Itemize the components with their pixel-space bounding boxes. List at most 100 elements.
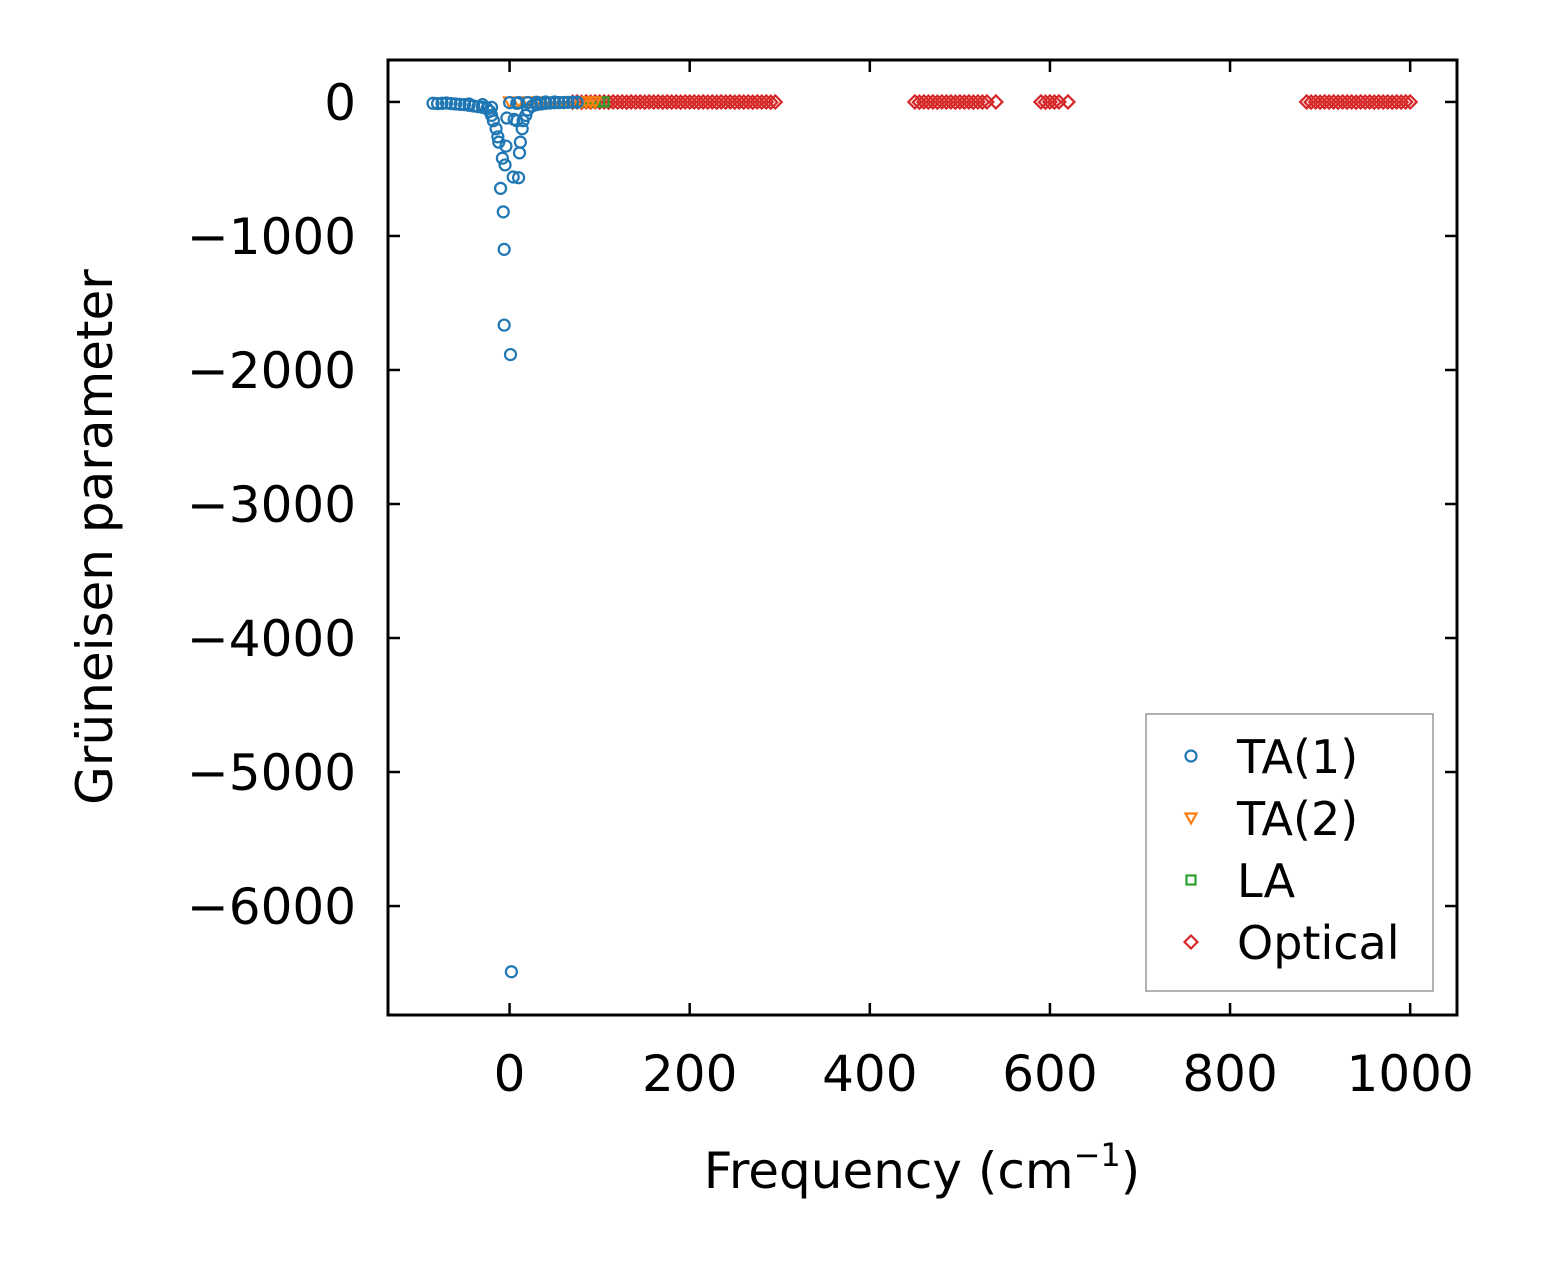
data-point-optical (1366, 94, 1383, 111)
data-point-optical (762, 94, 779, 111)
data-point-ta-1- (493, 181, 508, 195)
data-point-optical (1303, 94, 1320, 111)
data-point-optical (632, 93, 649, 111)
data-point-ta-1- (570, 95, 584, 109)
x-axis-label: Frequency (cm−1) (704, 1136, 1141, 1200)
data-point-optical (1393, 94, 1410, 111)
data-point-optical (1370, 93, 1387, 111)
data-point-optical (668, 93, 685, 111)
legend-item: TA(2) (1183, 792, 1358, 846)
data-point-ta-1- (453, 97, 467, 111)
legend-label: TA(1) (1236, 730, 1358, 784)
data-point-ta-1- (475, 98, 490, 112)
data-point-optical (1059, 93, 1077, 111)
data-point-ta-2- (587, 96, 603, 110)
data-point-optical (650, 93, 667, 111)
data-point-ta-1- (486, 114, 500, 128)
data-point-ta-1- (444, 96, 458, 111)
y-tick-label: 0 (324, 74, 356, 132)
x-tick-label: 600 (1002, 1045, 1097, 1103)
data-point-optical (636, 94, 653, 111)
data-point-optical (767, 93, 784, 111)
data-point-optical (699, 94, 716, 111)
data-point-ta-1- (510, 114, 524, 128)
data-point-optical (1307, 93, 1324, 111)
data-point-ta-1- (492, 135, 506, 149)
data-point-optical (740, 93, 757, 111)
data-point-optical (695, 93, 712, 111)
legend-marker-circle (1184, 749, 1198, 763)
y-tick-label: −2000 (187, 342, 356, 400)
y-tick-label: −6000 (187, 878, 356, 936)
data-point-ta-1- (435, 96, 449, 110)
x-tick-label: 0 (494, 1045, 526, 1103)
data-point-optical (659, 93, 676, 111)
data-point-ta-1- (506, 170, 520, 184)
data-point-optical (753, 94, 770, 111)
y-tick-label: −4000 (187, 610, 356, 668)
data-point-ta-1- (491, 130, 505, 144)
data-point-optical (686, 93, 703, 111)
data-point-optical (1375, 94, 1392, 111)
data-point-optical (951, 93, 968, 111)
data-point-optical (1037, 94, 1054, 111)
data-point-optical (1348, 94, 1365, 111)
data-point-optical (672, 94, 689, 111)
data-point-ta-1- (499, 139, 513, 153)
data-point-ta-1- (439, 96, 454, 110)
data-point-optical (708, 94, 725, 111)
data-point-optical (663, 94, 680, 111)
data-point-optical (929, 94, 946, 111)
data-point-optical (960, 93, 977, 111)
x-tick-label: 200 (642, 1045, 737, 1103)
data-point-optical (987, 93, 1004, 111)
data-point-ta-1- (504, 965, 518, 979)
data-point-optical (956, 94, 973, 111)
data-point-ta-1- (462, 97, 476, 111)
axis-ticks: 0 200 400 600 800 1000 0 −1000 −2000 −3000 −4000 −5… (187, 60, 1474, 1103)
y-tick-label: −1000 (187, 208, 356, 266)
data-point-ta-1- (529, 95, 544, 109)
data-point-ta-1- (448, 97, 463, 111)
data-point-optical (1046, 94, 1063, 111)
data-point-optical (1316, 93, 1333, 111)
data-point-optical (920, 94, 937, 111)
data-point-optical (731, 93, 748, 111)
data-point-optical (717, 94, 734, 111)
data-point-optical (1339, 94, 1356, 111)
x-tick-label: 400 (822, 1045, 917, 1103)
data-point-optical (641, 93, 658, 111)
data-point-optical (915, 93, 932, 111)
data-point-ta-1- (566, 95, 580, 109)
data-point-optical (1330, 94, 1347, 111)
data-point-optical (690, 94, 707, 111)
data-point-ta-1- (457, 98, 472, 112)
data-point-optical (1384, 94, 1401, 111)
data-point-optical (938, 94, 955, 111)
data-point-ta-1- (497, 318, 511, 332)
data-point-optical (1321, 94, 1338, 111)
legend: TA(1) TA(2) LA Optical (1145, 713, 1434, 992)
data-point-optical (1379, 93, 1396, 111)
data-point-ta-1- (561, 95, 575, 109)
x-tick-label: 1000 (1347, 1045, 1474, 1103)
legend-marker-triangle-down (1183, 812, 1199, 826)
y-tick-label: −5000 (187, 744, 356, 802)
data-point-optical (933, 93, 950, 111)
data-point-optical (974, 94, 991, 111)
data-point-optical (627, 94, 644, 111)
y-tick-label: −3000 (187, 476, 356, 534)
legend-item: Optical (1182, 916, 1399, 970)
legend-label: LA (1237, 854, 1296, 908)
data-point-optical (1334, 93, 1351, 111)
data-point-ta-1- (548, 95, 562, 109)
data-point-ta-1- (489, 122, 503, 136)
data-point-ta-1- (497, 242, 511, 256)
data-point-optical (978, 93, 995, 111)
data-point-optical (1312, 94, 1329, 111)
data-point-optical (1050, 93, 1067, 111)
data-point-optical (681, 94, 698, 111)
data-point-ta-1- (430, 96, 445, 111)
data-point-optical (614, 93, 631, 111)
legend-marker-diamond (1182, 933, 1200, 951)
